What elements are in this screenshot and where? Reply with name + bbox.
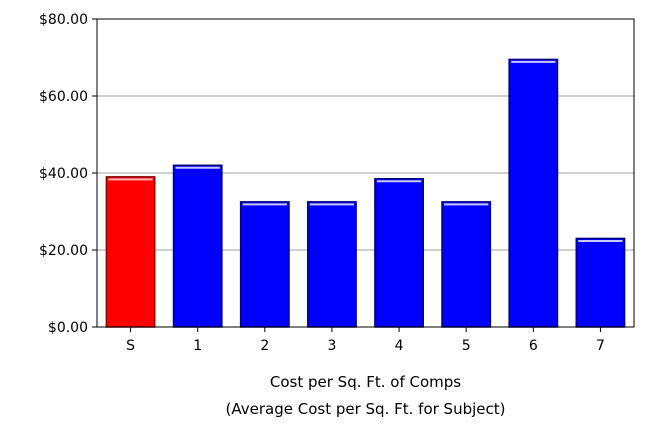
- bar-subject: [105, 176, 156, 328]
- x-axis-sublabel: (Average Cost per Sq. Ft. for Subject): [226, 400, 506, 418]
- bar-comp-6: [508, 58, 559, 328]
- x-axis-ticks: S 1 2 3 4 5 6 7: [126, 327, 605, 354]
- x-tick-label: 7: [596, 338, 605, 354]
- x-tick-label: 3: [327, 338, 336, 354]
- bar-comp-7: [575, 237, 626, 328]
- x-tick-label: 6: [529, 338, 538, 354]
- y-tick-label: $20.00: [39, 243, 88, 259]
- y-tick-label: $0.00: [48, 320, 88, 336]
- x-tick-label: 1: [193, 338, 202, 354]
- bar-comp-2: [239, 201, 290, 328]
- y-tick-label: $60.00: [39, 89, 88, 105]
- y-tick-label: $40.00: [39, 166, 88, 182]
- x-tick-label: 2: [260, 338, 269, 354]
- bar-comp-1: [172, 164, 223, 328]
- x-tick-label: S: [126, 338, 135, 354]
- x-tick-label: 5: [462, 338, 471, 354]
- bar-comp-4: [374, 178, 424, 328]
- y-axis-ticks: $0.00 $20.00 $40.00 $60.00 $80.00: [39, 12, 97, 336]
- bars: [105, 58, 626, 328]
- x-tick-label: 4: [395, 338, 404, 354]
- bar-comp-5: [441, 201, 492, 328]
- bar-comp-3: [307, 201, 357, 328]
- y-tick-label: $80.00: [39, 12, 88, 28]
- x-axis-label: Cost per Sq. Ft. of Comps: [270, 373, 461, 391]
